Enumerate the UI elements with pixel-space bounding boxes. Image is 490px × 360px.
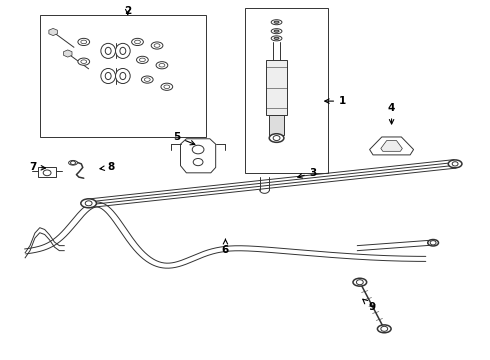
Ellipse shape — [271, 29, 282, 34]
Ellipse shape — [156, 62, 168, 69]
Bar — [266, 60, 287, 116]
Circle shape — [43, 170, 51, 176]
Polygon shape — [369, 137, 414, 155]
Ellipse shape — [101, 43, 116, 58]
Ellipse shape — [271, 36, 282, 41]
Ellipse shape — [142, 76, 153, 83]
Ellipse shape — [81, 60, 87, 63]
Ellipse shape — [154, 44, 160, 47]
Ellipse shape — [271, 20, 282, 25]
Text: 1: 1 — [325, 96, 346, 106]
Bar — [40, 15, 206, 137]
Circle shape — [71, 161, 75, 165]
Text: 6: 6 — [222, 239, 229, 255]
Circle shape — [193, 158, 203, 166]
Ellipse shape — [81, 199, 97, 208]
Bar — [269, 116, 284, 135]
Text: 4: 4 — [388, 103, 395, 124]
Ellipse shape — [274, 21, 279, 23]
Ellipse shape — [120, 72, 126, 80]
Circle shape — [452, 162, 458, 166]
Ellipse shape — [120, 47, 126, 54]
Circle shape — [273, 135, 280, 140]
Ellipse shape — [81, 40, 87, 44]
Ellipse shape — [269, 134, 284, 142]
Bar — [38, 167, 56, 177]
Ellipse shape — [132, 39, 144, 45]
Ellipse shape — [145, 78, 150, 81]
Text: 2: 2 — [124, 6, 131, 17]
Ellipse shape — [274, 30, 279, 32]
Ellipse shape — [137, 56, 148, 63]
Ellipse shape — [135, 40, 141, 44]
Polygon shape — [180, 139, 216, 173]
Ellipse shape — [78, 39, 90, 45]
Ellipse shape — [353, 278, 367, 286]
Ellipse shape — [428, 239, 439, 246]
Text: 5: 5 — [173, 132, 195, 145]
Ellipse shape — [101, 68, 116, 84]
Ellipse shape — [164, 85, 170, 89]
Ellipse shape — [159, 63, 165, 67]
Circle shape — [381, 326, 388, 331]
Ellipse shape — [78, 58, 90, 65]
Ellipse shape — [140, 58, 146, 62]
Text: 3: 3 — [298, 168, 317, 178]
Ellipse shape — [161, 83, 172, 90]
Text: 7: 7 — [29, 162, 46, 172]
Ellipse shape — [274, 37, 279, 40]
Circle shape — [430, 240, 436, 245]
Ellipse shape — [151, 42, 163, 49]
Text: 8: 8 — [100, 162, 114, 172]
Bar — [245, 8, 328, 173]
Circle shape — [192, 145, 204, 154]
Ellipse shape — [448, 160, 462, 168]
Polygon shape — [64, 50, 72, 57]
Polygon shape — [381, 140, 402, 151]
Ellipse shape — [116, 43, 130, 58]
Polygon shape — [49, 28, 57, 36]
Ellipse shape — [105, 72, 111, 80]
Ellipse shape — [69, 161, 77, 165]
Ellipse shape — [377, 325, 391, 333]
Ellipse shape — [116, 68, 130, 84]
Circle shape — [356, 280, 363, 285]
Ellipse shape — [105, 47, 111, 54]
Circle shape — [85, 201, 92, 206]
Text: 9: 9 — [363, 299, 376, 312]
